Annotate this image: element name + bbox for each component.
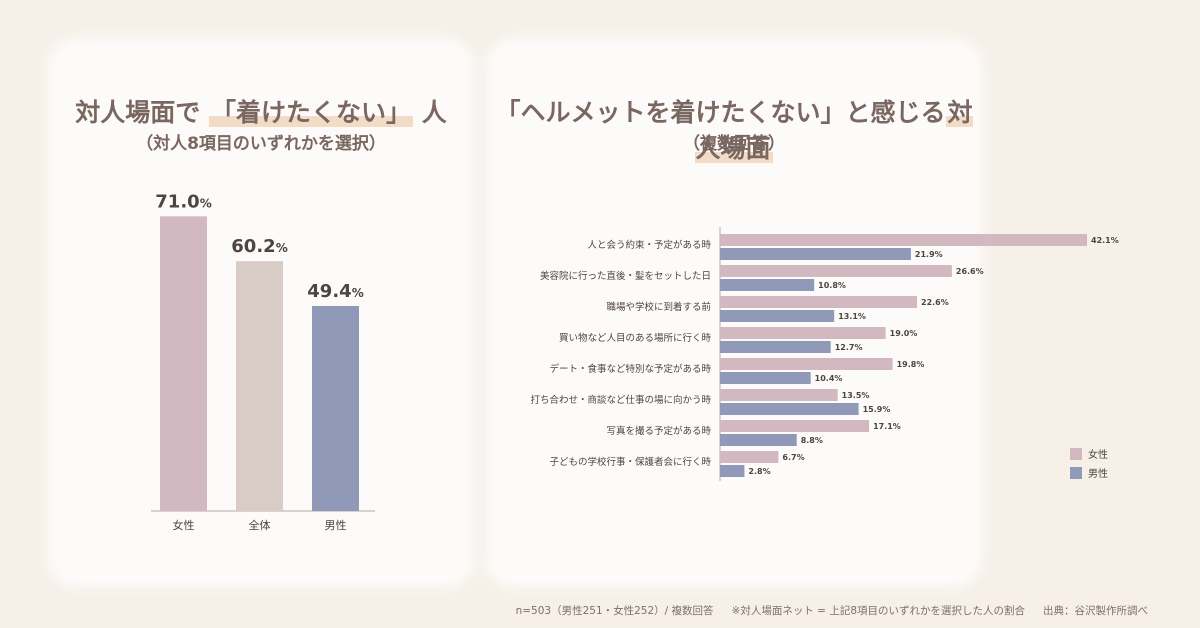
bar-value-label: 71.0% <box>155 191 211 212</box>
bar-female-2 <box>720 265 952 277</box>
category-label: 打ち合わせ・商談など仕事の場に向かう時 <box>530 394 711 406</box>
bar-female-7 <box>720 420 870 432</box>
bar-value-label: 22.6% <box>921 298 949 307</box>
scene-bar-chart: 人と会う約束・予定がある時 42.1% 21.9% 美容院に行った直後・髪をセットした… <box>530 227 1119 481</box>
bar-male-5 <box>720 372 811 384</box>
bar-value-label: 2.8% <box>748 467 770 476</box>
bar-1 <box>160 216 207 511</box>
footnote-note: ※対人場面ネット = 上記8項目のいずれかを選択した人の割合 <box>731 605 1025 617</box>
category-label: 子どもの学校行事・保護者会に行く時 <box>549 456 711 468</box>
right-panel: 「ヘルメットを着けたくない」と感じる対人場面 （複数回答） 人と会う約束・予定が… <box>493 45 1119 580</box>
category-label: 職場や学校に到着する前 <box>606 301 711 313</box>
bar-value-label: 12.7% <box>835 343 863 352</box>
footnote-source: 出典：谷沢製作所調べ <box>1043 605 1148 617</box>
bar-value-label: 15.9% <box>863 405 891 414</box>
category-label: 女性 <box>173 518 195 532</box>
bar-value-label: 21.9% <box>915 250 943 259</box>
bar-2 <box>236 261 283 511</box>
bar-value-label: 10.4% <box>815 374 843 383</box>
category-label: 買い物など人目のある場所に行く時 <box>559 332 712 344</box>
bar-male-1 <box>720 248 911 260</box>
left-title-highlight: 「着けたくない」 <box>208 98 413 127</box>
bar-value-label: 60.2% <box>231 236 287 257</box>
bar-female-4 <box>720 327 886 339</box>
right-title-text: 「ヘルメットを着けたくない」と感じる <box>495 98 946 127</box>
bar-value-label: 10.8% <box>818 281 846 290</box>
right-panel-title: 「ヘルメットを着けたくない」と感じる対人場面 <box>493 93 975 165</box>
bar-male-6 <box>720 403 859 415</box>
right-panel-subtitle: （複数回答） <box>683 134 785 154</box>
category-label: 男性 <box>325 518 347 532</box>
bar-value-label: 19.8% <box>897 360 925 369</box>
left-title-tail: 人 <box>421 98 447 127</box>
bar-value-label: 13.1% <box>838 312 866 321</box>
bar-female-5 <box>720 358 893 370</box>
bar-female-8 <box>720 451 779 463</box>
bar-value-label: 6.7% <box>782 453 804 462</box>
bar-value-label: 13.5% <box>842 391 870 400</box>
left-panel-subtitle: （対人8項目のいずれかを選択） <box>136 134 386 154</box>
bar-3 <box>312 305 359 511</box>
category-label: 美容院に行った直後・髪をセットした日 <box>540 270 711 282</box>
category-label: 全体 <box>249 518 271 532</box>
bar-male-3 <box>720 310 835 322</box>
bar-male-7 <box>720 434 797 446</box>
bar-value-label: 8.8% <box>801 436 823 445</box>
category-label: 人と会う約束・予定がある時 <box>587 239 711 251</box>
bar-female-6 <box>720 389 838 401</box>
bar-value-label: 26.6% <box>956 267 984 276</box>
bar-value-label: 42.1% <box>1091 236 1119 245</box>
overall-bar-chart: 71.0% 女性 60.2% 全体 49.4% 男性 <box>151 191 375 532</box>
footnote-sample: n=503（男性251・女性252）/ 複数回答 <box>515 605 714 617</box>
bar-male-8 <box>720 465 745 477</box>
category-label: 写真を撮る予定がある時 <box>606 425 711 437</box>
legend-swatch-male <box>1070 467 1082 479</box>
bar-male-4 <box>720 341 831 353</box>
left-title-text: 対人場面で <box>75 98 201 127</box>
bar-female-1 <box>720 234 1087 246</box>
bar-female-3 <box>720 296 918 308</box>
bar-value-label: 17.1% <box>873 422 901 431</box>
legend-label: 女性 <box>1088 448 1108 461</box>
legend-label: 男性 <box>1088 467 1108 480</box>
bar-male-2 <box>720 279 815 291</box>
left-panel-title: 対人場面で 「着けたくない」 人 <box>55 93 467 129</box>
legend-swatch-female <box>1070 448 1082 460</box>
left-panel: 対人場面で 「着けたくない」 人 （対人8項目のいずれかを選択） 71.0% 女性… <box>55 45 467 580</box>
bar-value-label: 19.0% <box>890 329 918 338</box>
category-label: デート・食事など特別な予定がある時 <box>549 363 711 375</box>
footnote: n=503（男性251・女性252）/ 複数回答 ※対人場面ネット = 上記8項目… <box>498 603 1148 618</box>
bar-value-label: 49.4% <box>307 281 363 302</box>
